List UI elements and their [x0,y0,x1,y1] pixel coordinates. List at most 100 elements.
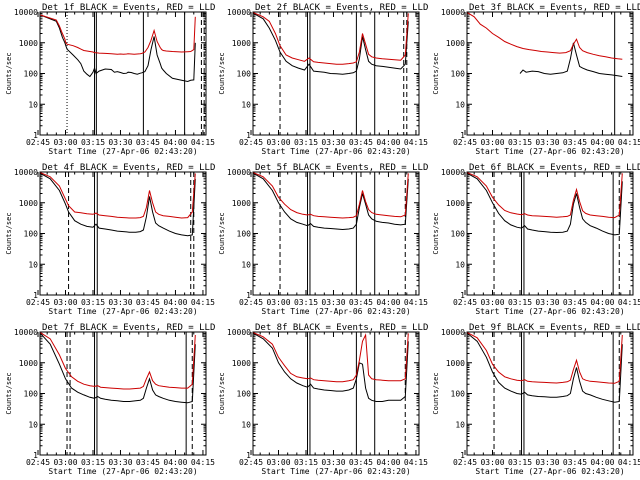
y-tick-label: 10000 [441,168,465,177]
x-tick-label: 03:00 [266,298,290,307]
y-tick-label: 1 [246,451,251,460]
x-tick-label: 04:00 [163,458,187,467]
plot-data [467,172,623,295]
x-tick-label: 02:45 [239,458,263,467]
plot-data [253,332,409,455]
x-tick-label: 03:15 [508,138,532,147]
events-series-line [40,172,196,237]
x-tick-label: 04:00 [590,298,614,307]
x-tick-label: 04:00 [163,298,187,307]
detector-panel-6: Det 6f BLACK = Events, RED = LLD 1 10 100 10… [432,163,640,316]
x-tick-label: 03:30 [321,458,345,467]
plot-data [40,332,196,455]
x-tick-label: 02:45 [26,298,50,307]
x-tick-label: 04:00 [376,298,400,307]
x-tick-label: 03:45 [563,138,587,147]
x-tick-label: 03:00 [480,298,504,307]
x-tick-label: 04:15 [191,138,215,147]
panel-title: Det 9f BLACK = Events, RED = LLD [469,323,640,333]
events-series-line [40,333,196,404]
detector-panel-9: Det 9f BLACK = Events, RED = LLD 1 10 100 10… [432,323,640,476]
x-tick-label: 03:00 [53,298,77,307]
x-tick-label: 03:45 [136,458,160,467]
plot-data [40,172,196,295]
x-tick-label: 02:45 [239,138,263,147]
y-tick-label: 100 [24,230,39,239]
x-tick-label: 03:45 [136,138,160,147]
y-tick-label: 1000 [446,199,465,208]
x-tick-label: 03:30 [321,138,345,147]
x-tick-label: 03:15 [294,298,318,307]
y-axis-label: Counts/sec [218,52,226,94]
x-axis-label: Start Time (27-Apr-06 02:43:20) [261,307,410,316]
panel-title: Det 5f BLACK = Events, RED = LLD [255,163,428,173]
y-tick-label: 100 [451,70,466,79]
x-tick-label: 03:15 [508,458,532,467]
x-tick-label: 03:45 [563,298,587,307]
x-tick-label: 03:30 [321,298,345,307]
y-tick-label: 10000 [227,328,251,337]
detector-panel-3: Det 3f BLACK = Events, RED = LLD 1 10 100 10… [432,3,640,156]
lld-series-line [253,172,409,219]
y-tick-label: 10 [455,100,465,109]
x-tick-label: 02:45 [26,138,50,147]
x-tick-label: 03:00 [266,458,290,467]
y-tick-label: 10 [28,260,38,269]
x-axis-label: Start Time (27-Apr-06 02:43:20) [48,307,197,316]
x-tick-label: 03:00 [53,138,77,147]
panel-title: Det 4f BLACK = Events, RED = LLD [42,163,215,173]
plot-frame [466,11,634,136]
x-axis-label: Start Time (27-Apr-06 02:43:20) [475,467,624,476]
lld-series-line [40,332,196,390]
x-tick-label: 03:30 [108,458,132,467]
events-series-line [253,12,409,75]
panel-title: Det 2f BLACK = Events, RED = LLD [255,3,428,13]
y-tick-label: 10 [455,260,465,269]
lld-series-line [40,172,196,219]
y-tick-label: 10000 [227,8,251,17]
y-tick-label: 1 [33,131,38,140]
plot-data [467,332,623,455]
x-tick-label: 04:15 [191,458,215,467]
y-tick-label: 1000 [232,359,251,368]
x-tick-label: 04:15 [618,298,640,307]
y-tick-label: 10000 [14,8,38,17]
y-tick-label: 10000 [14,328,38,337]
y-tick-label: 100 [451,390,466,399]
plot-data [253,172,409,295]
detector-panel-4: Det 4f BLACK = Events, RED = LLD 1 10 100 10… [5,163,215,316]
y-tick-label: 10000 [227,168,251,177]
detector-panel-8: Det 8f BLACK = Events, RED = LLD 1 10 100 10… [218,323,428,476]
lld-series-line [253,12,409,65]
detector-panel-1: Det 1f BLACK = Events, RED = LLD 1 10 100 10… [5,3,215,156]
x-tick-label: 04:15 [191,298,215,307]
y-tick-label: 100 [237,230,252,239]
y-axis-label: Counts/sec [5,52,13,94]
events-series-line [40,14,196,83]
x-tick-label: 04:00 [376,138,400,147]
y-tick-label: 10000 [14,168,38,177]
y-axis-label: Counts/sec [432,372,440,414]
x-tick-label: 03:00 [266,138,290,147]
y-tick-label: 100 [24,390,39,399]
y-axis-label: Counts/sec [432,52,440,94]
x-tick-label: 04:00 [376,458,400,467]
x-axis-label: Start Time (27-Apr-06 02:43:20) [48,467,197,476]
events-series-line [467,172,623,236]
y-tick-label: 1 [33,291,38,300]
x-tick-label: 03:15 [81,298,105,307]
x-axis-label: Start Time (27-Apr-06 02:43:20) [261,467,410,476]
y-tick-label: 1 [460,451,465,460]
panel-title: Det 1f BLACK = Events, RED = LLD [42,3,215,13]
x-tick-label: 04:00 [163,138,187,147]
plot-frame [466,331,634,456]
y-tick-label: 1000 [446,39,465,48]
x-tick-label: 03:00 [53,458,77,467]
events-series-line [253,332,409,402]
y-tick-label: 1 [460,291,465,300]
panel-title: Det 3f BLACK = Events, RED = LLD [469,3,640,13]
x-tick-label: 03:45 [349,458,373,467]
x-tick-label: 03:15 [508,298,532,307]
panel-title: Det 8f BLACK = Events, RED = LLD [255,323,428,333]
x-tick-label: 04:15 [618,458,640,467]
